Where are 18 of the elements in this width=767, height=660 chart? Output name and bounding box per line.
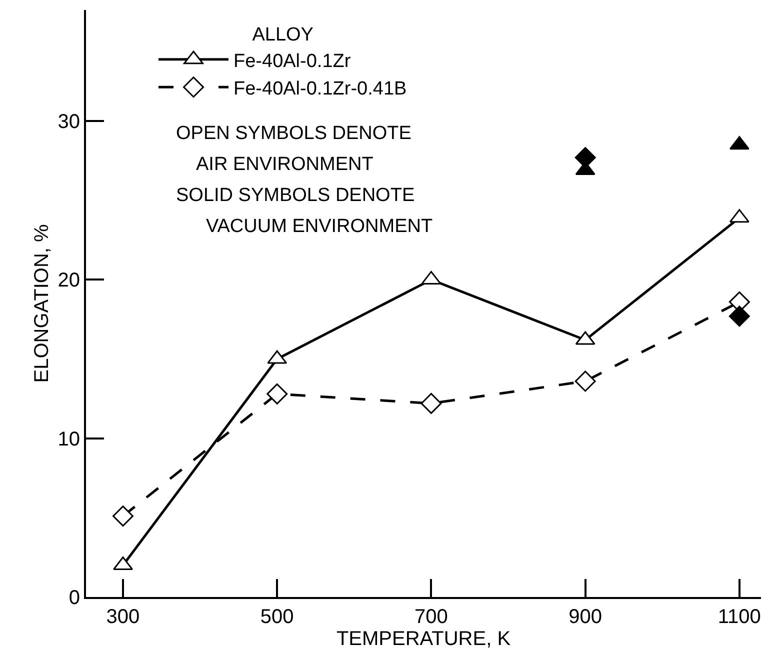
y-tick-label: 10: [58, 428, 80, 450]
x-tick-label: 300: [106, 606, 140, 628]
y-tick-label: 20: [58, 270, 80, 292]
legend-title: ALLOY: [252, 24, 314, 46]
annotation: SOLID SYMBOLS DENOTE: [176, 185, 415, 206]
x-tick-label: 900: [568, 606, 602, 628]
x-tick-label: 700: [414, 606, 448, 628]
annotation: AIR ENVIRONMENT: [196, 154, 374, 175]
x-axis-title: TEMPERATURE, K: [336, 628, 512, 650]
x-tick-label: 500: [260, 606, 294, 628]
annotation: OPEN SYMBOLS DENOTE: [176, 123, 412, 144]
y-axis-title: ELONGATION, %: [30, 224, 53, 383]
legend-label: Fe-40Al-0.1Zr: [234, 50, 352, 72]
annotation: VACUUM ENVIRONMENT: [206, 216, 433, 237]
y-tick-label: 30: [58, 111, 80, 134]
x-tick-label: 1100: [718, 606, 761, 628]
y-tick-label: 0: [68, 587, 80, 609]
legend-label: Fe-40Al-0.1Zr-0.41B: [234, 78, 407, 100]
